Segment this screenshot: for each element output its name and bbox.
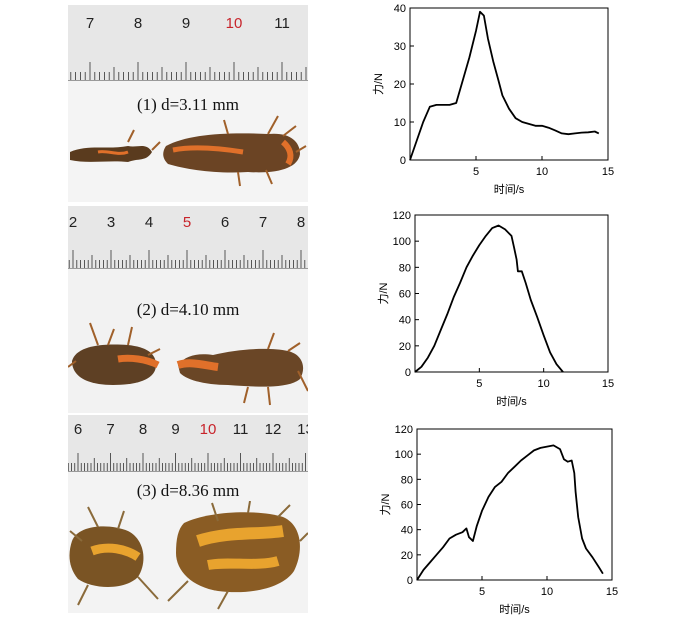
force-time-chart-3: 0 20 40 60 80 100 120 5 10 15 时间/s 力/N xyxy=(379,424,618,616)
ruler-number: 7 xyxy=(85,15,95,32)
y-tick-label: 60 xyxy=(401,500,413,512)
y-tick-label: 60 xyxy=(399,289,411,301)
ruler-number: 8 xyxy=(138,421,148,438)
ruler-number: 3 xyxy=(106,214,116,231)
root-sample-3 xyxy=(69,501,308,610)
y-tick-label: 20 xyxy=(399,341,411,353)
y-axis-label: 力/N xyxy=(372,73,385,95)
sample-photo-2: 2 3 4 5 6 7 8 (2) d=4.10 mm xyxy=(68,206,308,413)
x-tick-label: 5 xyxy=(476,378,482,390)
ruler-number: 12 xyxy=(264,421,282,438)
ruler-number: 6 xyxy=(220,214,230,231)
x-tick-label: 10 xyxy=(541,586,553,598)
ruler-number: 11 xyxy=(232,421,249,438)
x-axis-label: 时间/s xyxy=(494,183,525,196)
x-tick-label: 15 xyxy=(602,166,614,178)
ruler-3: 6 7 8 9 10 11 12 13 xyxy=(68,415,308,472)
force-time-chart-2: 0 20 40 60 80 100 120 5 10 15 时间/s 力/N xyxy=(377,210,614,408)
force-curve xyxy=(416,444,604,581)
ruler-number: 8 xyxy=(133,15,143,32)
ruler-2: 2 3 4 5 6 7 8 xyxy=(68,206,308,269)
ruler-number: 7 xyxy=(258,214,268,231)
ruler-number: 2 xyxy=(68,214,78,231)
ruler-ticks-1 xyxy=(70,62,307,80)
ruler-number: 13 xyxy=(297,421,308,438)
y-tick-label: 100 xyxy=(395,449,413,461)
ruler-number: 9 xyxy=(181,15,191,32)
plot-frame xyxy=(416,428,613,581)
ruler-1: 7 8 9 10 11 xyxy=(68,5,308,81)
y-tick-label: 120 xyxy=(395,424,413,436)
force-curve xyxy=(409,10,600,161)
root-sample-1 xyxy=(70,115,307,187)
y-tick-label: 0 xyxy=(405,367,411,379)
y-tick-label: 20 xyxy=(401,550,413,562)
y-tick-label: 20 xyxy=(394,79,406,91)
force-time-chart-1: 0 10 20 30 40 5 10 15 时间/s 力/N xyxy=(372,3,614,196)
sample-photo-3: 6 7 8 9 10 11 12 13 (3) d=8.36 mm xyxy=(68,415,308,613)
force-curve xyxy=(414,224,564,373)
ruler-number: 11 xyxy=(274,15,290,32)
sample-caption-3: (3) d=8.36 mm xyxy=(136,481,240,500)
x-axis-label: 时间/s xyxy=(499,603,530,616)
ruler-number: 9 xyxy=(171,421,180,438)
y-tick-label: 80 xyxy=(401,474,413,486)
root-sample-2 xyxy=(68,322,308,406)
ruler-number: 5 xyxy=(182,214,192,231)
sample-photo-1: 7 8 9 10 11 (1) d=3.11 mm xyxy=(68,5,308,202)
x-tick-label: 15 xyxy=(606,586,618,598)
ruler-number: 10 xyxy=(225,15,243,32)
y-tick-label: 0 xyxy=(407,575,413,587)
y-axis-label: 力/N xyxy=(379,493,392,515)
y-axis-label: 力/N xyxy=(377,282,390,304)
y-tick-label: 30 xyxy=(394,41,406,53)
y-tick-label: 40 xyxy=(399,315,411,327)
sample-caption-2: (2) d=4.10 mm xyxy=(136,300,240,319)
y-tick-label: 40 xyxy=(394,3,406,15)
y-tick-label: 10 xyxy=(394,117,406,129)
ruler-number: 6 xyxy=(73,421,83,438)
x-tick-label: 15 xyxy=(602,378,614,390)
y-tick-label: 120 xyxy=(393,210,411,222)
y-tick-label: 80 xyxy=(399,262,411,274)
y-tick-label: 0 xyxy=(400,155,406,167)
y-tick-label: 100 xyxy=(393,236,411,248)
x-axis-label: 时间/s xyxy=(496,395,527,408)
ruler-ticks-3 xyxy=(68,453,306,471)
plot-frame xyxy=(409,7,609,161)
ruler-number: 7 xyxy=(106,421,115,438)
x-tick-label: 10 xyxy=(536,166,548,178)
x-tick-label: 5 xyxy=(479,586,485,598)
x-tick-label: 10 xyxy=(538,378,550,390)
y-tick-label: 40 xyxy=(401,525,413,537)
x-tick-label: 5 xyxy=(473,166,479,178)
ruler-number: 10 xyxy=(199,421,217,438)
ruler-number: 8 xyxy=(296,214,306,231)
sample-caption-1: (1) d=3.11 mm xyxy=(137,95,239,114)
ruler-ticks-2 xyxy=(68,250,306,268)
ruler-number: 4 xyxy=(144,214,154,231)
